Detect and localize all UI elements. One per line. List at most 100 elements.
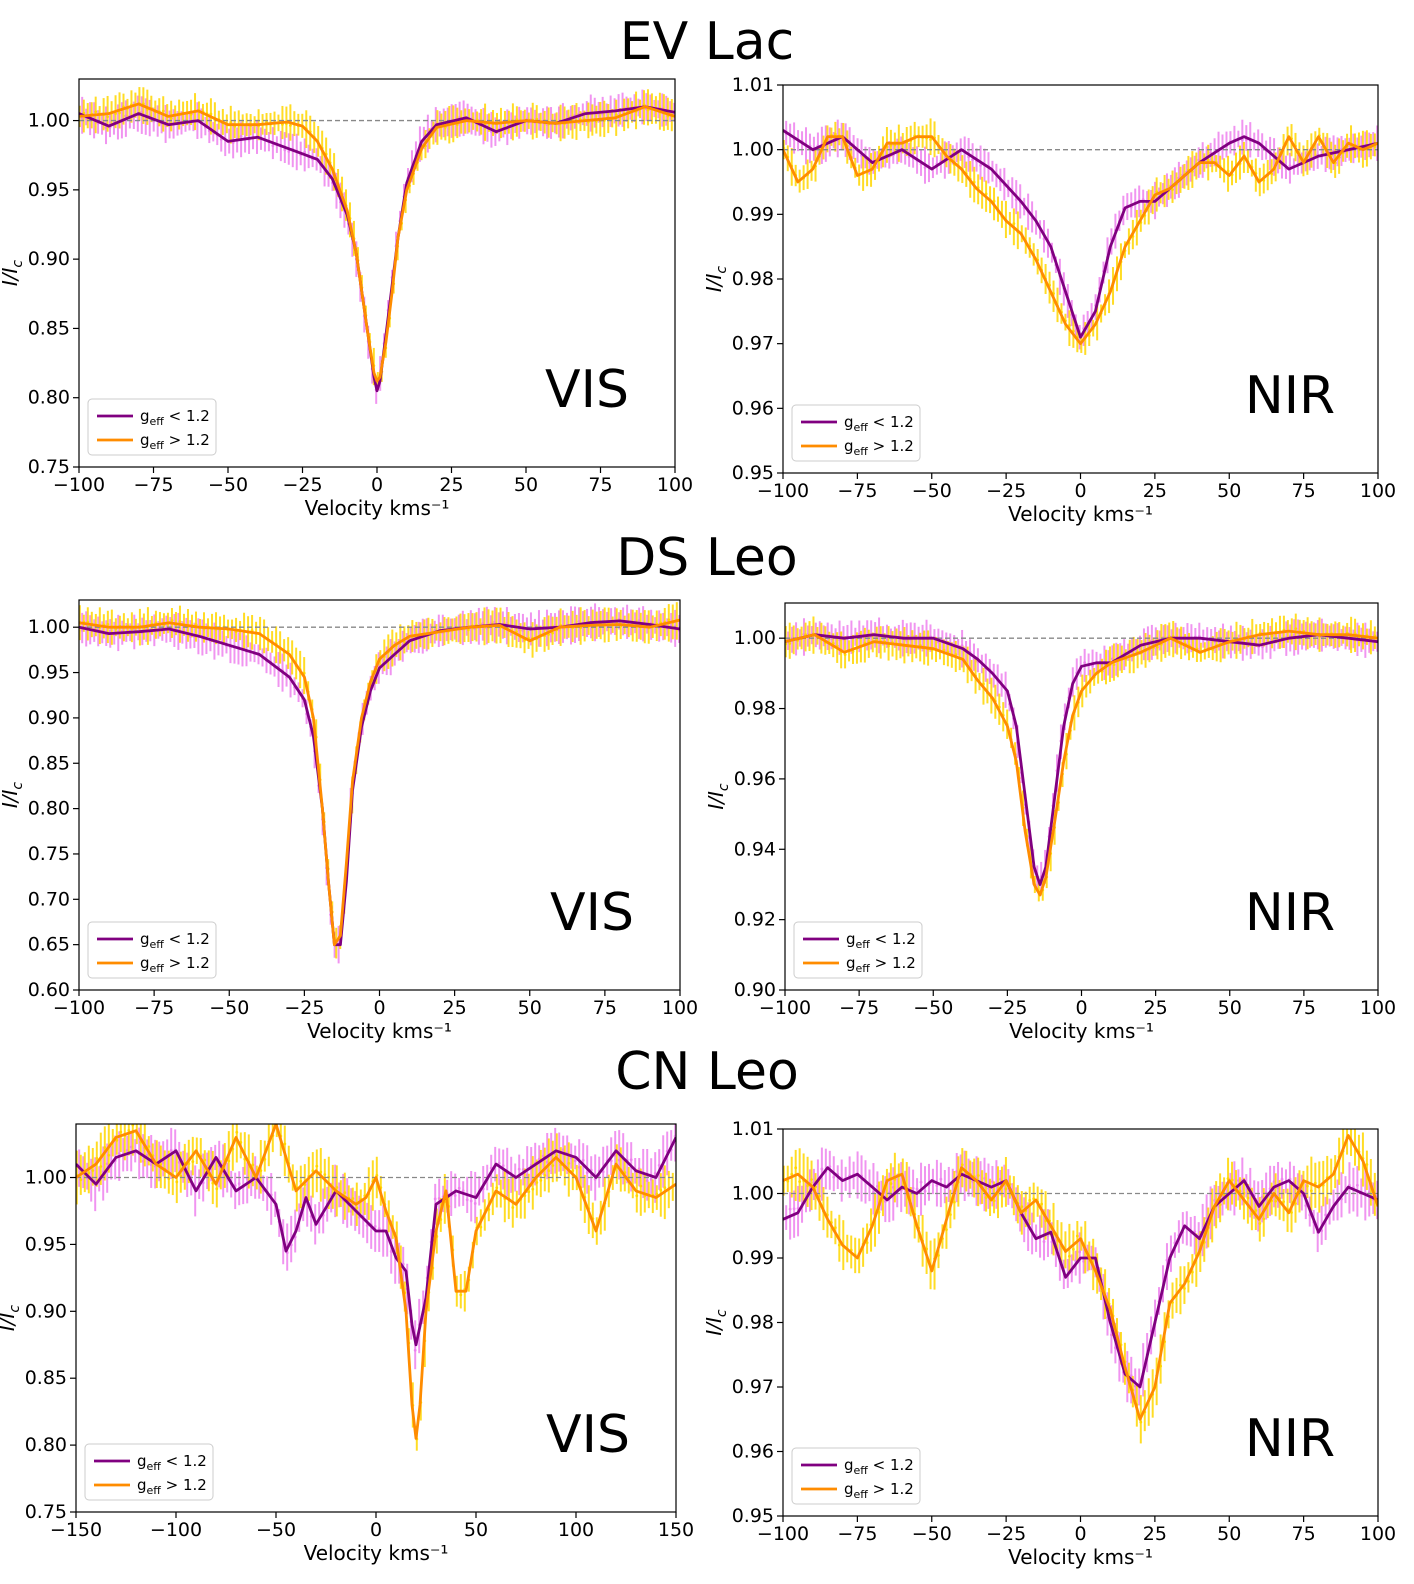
x-tick-label: 50 [464, 1519, 488, 1541]
x-axis-label: Velocity kms⁻¹ [305, 496, 450, 520]
errorbar-point [461, 1189, 465, 1193]
errorbar-point [923, 166, 927, 169]
x-tick-label: 25 [1143, 480, 1167, 502]
errorbar-point [1075, 1234, 1079, 1238]
series-line-low-geff [785, 633, 1378, 886]
series-line-high-geff [76, 1124, 676, 1440]
x-tick-label: −100 [150, 1519, 202, 1541]
legend-label: geff > 1.2 [140, 431, 210, 452]
errorbar-point [543, 1173, 547, 1177]
errorbar-point [1042, 1240, 1046, 1244]
errorbar-point [115, 1138, 119, 1142]
errorbar-point [239, 135, 243, 138]
errorbar-point [1206, 158, 1210, 162]
plot-area [76, 1120, 676, 1451]
x-axis-label: Velocity kms⁻¹ [1008, 502, 1153, 526]
y-tick-label: 0.75 [28, 843, 70, 865]
x-tick-label: −25 [986, 1523, 1026, 1545]
errorbar-point [375, 1173, 379, 1177]
x-tick-label: 100 [657, 474, 693, 496]
errorbar-point [343, 1191, 347, 1195]
x-tick-label: 50 [1217, 1523, 1241, 1545]
errorbar-point [915, 1187, 919, 1191]
errorbar-point [929, 138, 932, 142]
y-tick-label: 0.90 [28, 248, 70, 270]
errorbar-point [1246, 1196, 1250, 1200]
x-axis-label: Velocity kms⁻¹ [1009, 1019, 1154, 1043]
errorbar-point [945, 1228, 948, 1232]
errorbar-point [923, 1189, 927, 1193]
errorbar-point [103, 1146, 107, 1149]
row-title-cn-leo: CN Leo [615, 1042, 799, 1102]
y-tick-label: 0.90 [25, 1300, 67, 1322]
y-tick-label: 1.00 [734, 627, 776, 649]
errorbar-point [191, 1160, 195, 1164]
errorbar-point [459, 1293, 463, 1297]
x-tick-label: 25 [439, 474, 463, 496]
errorbar-point [798, 1180, 802, 1184]
y-axis-label: I/Ic [0, 260, 26, 287]
errorbar-point [169, 117, 173, 120]
errorbar-point [1183, 1287, 1186, 1290]
errorbar-point [820, 1167, 824, 1171]
errorbar-point [531, 1187, 535, 1191]
errorbar-point [832, 1175, 836, 1179]
errorbar-point [1294, 627, 1298, 631]
x-tick-label: 25 [1143, 1523, 1167, 1545]
x-tick-label: 0 [371, 474, 383, 496]
errorbar-point [119, 1130, 123, 1134]
series-line-low-geff [783, 129, 1378, 339]
errorbar-point [979, 164, 982, 167]
x-tick-label: 75 [588, 474, 612, 496]
errorbar-point [1083, 661, 1087, 665]
errorbar-point [275, 1120, 278, 1123]
series-line-high-geff [783, 1134, 1378, 1421]
errorbar-point [659, 1188, 663, 1192]
band-label: NIR [1245, 1409, 1335, 1469]
errorbar-point [1020, 1205, 1024, 1209]
errorbar-point [351, 1197, 355, 1200]
legend: geff < 1.2 geff > 1.2 [87, 921, 217, 979]
legend-label: geff < 1.2 [137, 1452, 207, 1473]
band-label: NIR [1245, 883, 1335, 943]
errorbar-point [952, 1200, 956, 1204]
y-tick-label: 1.00 [28, 110, 70, 132]
errorbar-point [106, 623, 110, 626]
errorbar-point [790, 1172, 794, 1176]
errorbar-point [95, 1156, 99, 1160]
plot-area [783, 118, 1378, 355]
errorbar-point [91, 1169, 95, 1172]
x-tick-label: 25 [1144, 997, 1168, 1019]
x-tick-label: 75 [1292, 1523, 1316, 1545]
y-tick-label: 0.75 [25, 1501, 67, 1523]
x-tick-label: −75 [837, 1523, 877, 1545]
errorbar-point [118, 111, 121, 115]
errorbar-point [227, 1159, 231, 1163]
errorbar-point [1280, 1177, 1284, 1181]
errorbar-point [984, 1196, 988, 1199]
errorbar-point [355, 1206, 359, 1210]
errorbar-point [551, 631, 554, 635]
x-tick-label: 75 [1292, 997, 1316, 1019]
y-tick-label: 1.00 [732, 139, 774, 161]
x-tick-label: 75 [593, 997, 617, 1019]
y-tick-label: 0.95 [28, 662, 70, 684]
y-tick-label: 0.80 [28, 387, 70, 409]
errorbar-point [1067, 1254, 1071, 1258]
plot-area [79, 602, 680, 964]
x-tick-label: 0 [373, 997, 385, 1019]
errorbar-point [1012, 222, 1016, 226]
panel-ev-lac-nir: −100 −75 −50 −25 0 25 50 75 100 0.95 0.96 0.97 0.98 0… [702, 74, 1396, 526]
series-line-low-geff [79, 105, 675, 393]
errorbar-point [335, 1186, 339, 1189]
errorbar-point [511, 1206, 515, 1209]
errorbar-point [1258, 1222, 1262, 1225]
errorbar-point [178, 620, 182, 624]
x-tick-label: 0 [1075, 997, 1087, 1019]
errorbar-point [106, 115, 110, 119]
errorbar-point [99, 1165, 103, 1168]
errorbar-point [457, 1186, 461, 1190]
errorbar-point [170, 619, 174, 622]
errorbar-point [629, 1158, 633, 1162]
y-tick-label: 0.95 [732, 1505, 774, 1527]
